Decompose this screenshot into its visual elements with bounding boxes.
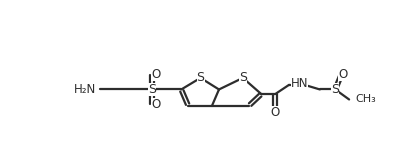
Text: H₂N: H₂N <box>74 83 96 96</box>
Text: S: S <box>331 83 339 96</box>
Text: HN: HN <box>291 77 308 90</box>
Text: O: O <box>151 98 160 111</box>
Text: O: O <box>338 68 348 81</box>
Text: CH₃: CH₃ <box>355 94 376 104</box>
Text: S: S <box>197 71 204 84</box>
Text: O: O <box>271 106 280 119</box>
Text: S: S <box>148 83 156 96</box>
Text: O: O <box>151 68 160 81</box>
Text: S: S <box>239 71 247 84</box>
